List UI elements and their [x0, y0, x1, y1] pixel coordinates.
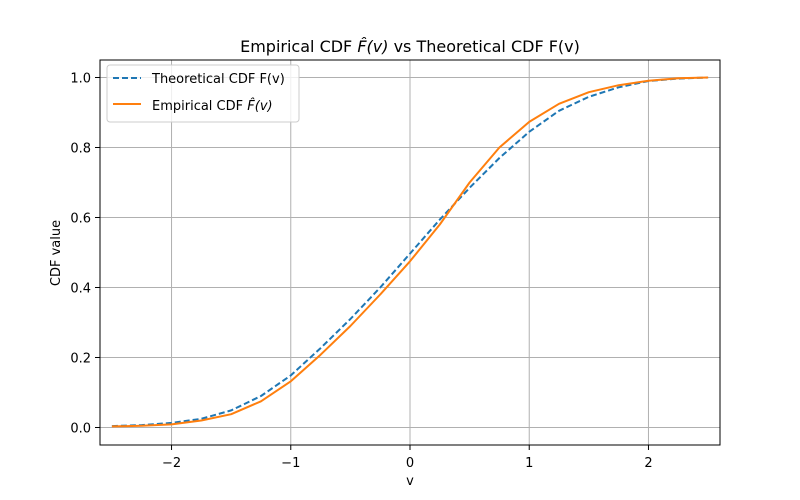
legend-theoretical-label: Theoretical CDF F(v) — [151, 72, 285, 87]
y-axis-label: CDF value — [49, 220, 64, 286]
x-axis-label: v — [406, 474, 414, 489]
y-tick-label: 0.2 — [70, 352, 91, 367]
legend-empirical-label: Empirical CDF F̂(v) — [152, 99, 273, 114]
theoretical-cdf-line — [111, 76, 709, 428]
ticks: −2 −1 0 1 2 0.0 0.2 0.4 0.6 0.8 1.0 — [70, 72, 652, 472]
x-tick-label: −1 — [281, 456, 300, 471]
series-layer — [111, 76, 709, 428]
y-tick-label: 0.6 — [70, 212, 91, 227]
y-tick-label: 1.0 — [70, 72, 91, 87]
x-tick-label: −2 — [162, 456, 181, 471]
y-tick-label: 0.4 — [70, 282, 91, 297]
legend: Theoretical CDF F(v) Empirical CDF F̂(v) — [106, 64, 300, 123]
y-tick-label: 0.0 — [70, 422, 91, 437]
empirical-cdf-line — [111, 76, 709, 428]
chart-title: Empirical CDF F̂(v) vs Theoretical CDF F… — [240, 37, 580, 56]
x-tick-label: 2 — [644, 456, 652, 471]
y-tick-label: 0.8 — [70, 142, 91, 157]
x-tick-label: 0 — [406, 456, 414, 471]
legend-box — [106, 64, 300, 123]
x-tick-label: 1 — [525, 456, 533, 471]
